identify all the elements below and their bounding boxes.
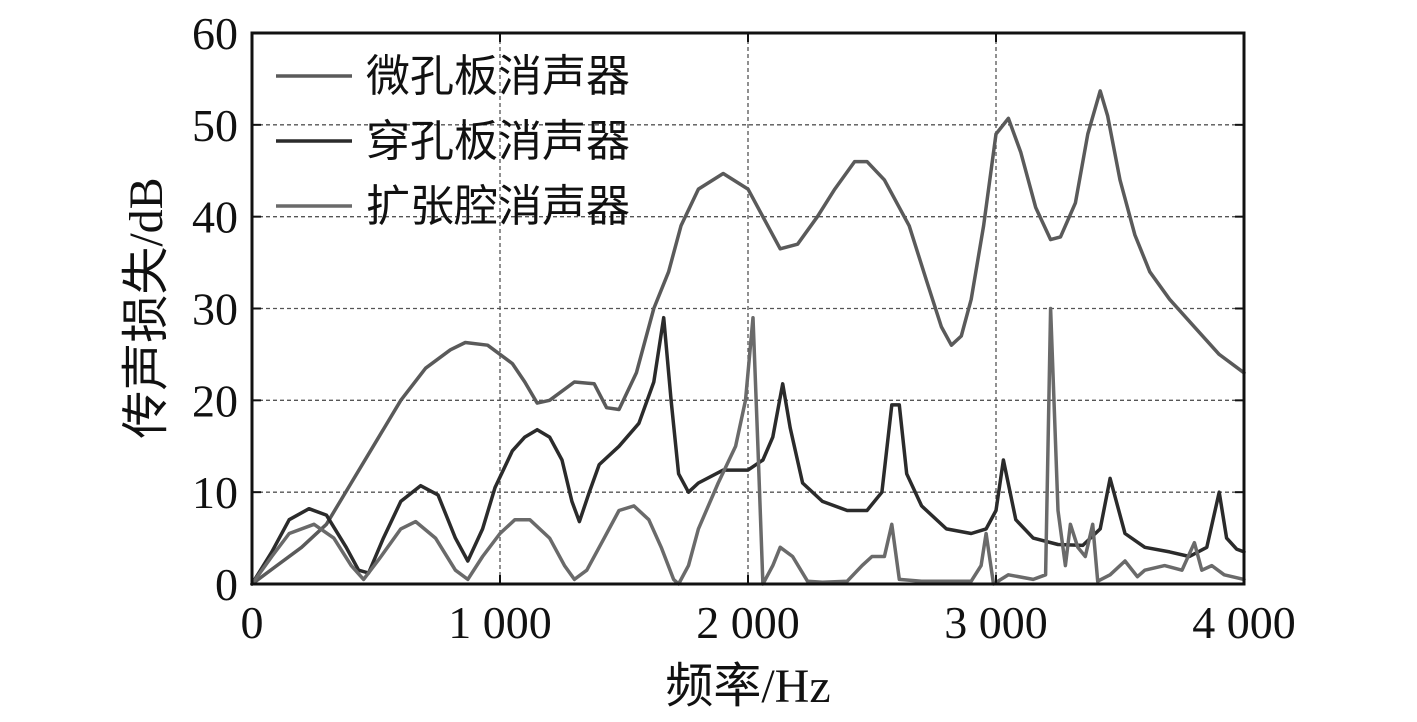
ticks [251, 32, 1245, 585]
x-tick-label: 0 [241, 597, 264, 648]
x-tick-label: 1 000 [448, 597, 552, 648]
grid [252, 33, 1244, 584]
y-axis-title: 传声损失/dB [120, 177, 173, 438]
x-axis-title: 频率/Hz [665, 660, 830, 713]
legend-label-2: 穿孔板消声器 [366, 117, 630, 166]
x-tick-label: 3 000 [944, 597, 1048, 648]
y-tick-label: 50 [192, 100, 238, 151]
x-tick-label: 4 000 [1192, 597, 1296, 648]
y-tick-labels: 0 10 20 30 40 50 60 [192, 8, 238, 610]
x-tick-label: 2 000 [696, 597, 800, 648]
y-tick-label: 30 [192, 284, 238, 335]
x-tick-labels: 0 1 000 2 000 3 000 4 000 [241, 597, 1296, 648]
y-tick-label: 0 [215, 559, 238, 610]
legend-label-3: 扩张腔消声器 [366, 182, 630, 231]
series-line-1 [250, 89, 1246, 586]
y-tick-label: 20 [192, 375, 238, 426]
series-line-3 [250, 306, 1246, 586]
y-tick-label: 40 [192, 192, 238, 243]
series-lines [250, 89, 1246, 586]
legend-label-1: 微孔板消声器 [366, 52, 630, 101]
y-tick-label: 10 [192, 467, 238, 518]
y-tick-label: 60 [192, 8, 238, 59]
